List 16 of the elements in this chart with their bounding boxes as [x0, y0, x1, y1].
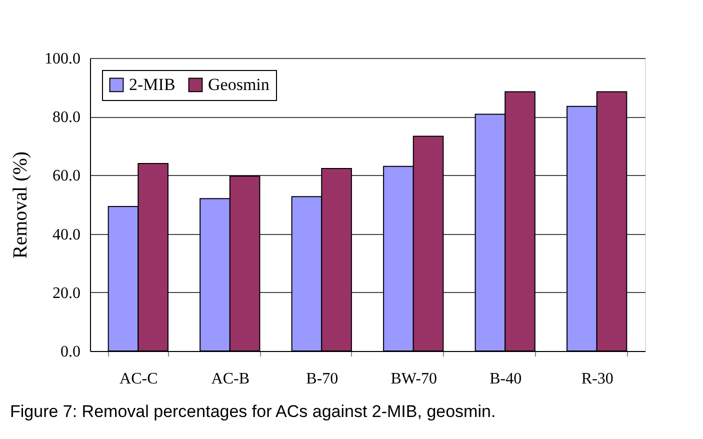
y-tick-label: 80.0 [52, 109, 80, 126]
caption: Figure 7: Removal percentages for ACs against 2-MIB, geosmin. [10, 402, 496, 421]
y-axis-title: Removal (%) [10, 151, 32, 259]
x-tick-label: B-40 [490, 370, 522, 388]
y-tick-label: 40.0 [52, 226, 80, 244]
x-tick-label: B-70 [306, 370, 338, 388]
y-tick-label: 0.0 [60, 344, 80, 360]
y-tick-label: 60.0 [52, 168, 80, 185]
x-tick-label: BW-70 [390, 370, 437, 388]
x-tick-label: R-30 [581, 370, 614, 388]
y-tick-label: 100.0 [44, 50, 80, 68]
legend-label: 2-MIB [129, 74, 176, 94]
x-tick-label: AC-C [120, 370, 158, 388]
x-tick-label: AC-B [211, 370, 250, 388]
y-tick-label: 20.0 [52, 284, 80, 302]
legend-label: Geosmin [208, 74, 270, 94]
